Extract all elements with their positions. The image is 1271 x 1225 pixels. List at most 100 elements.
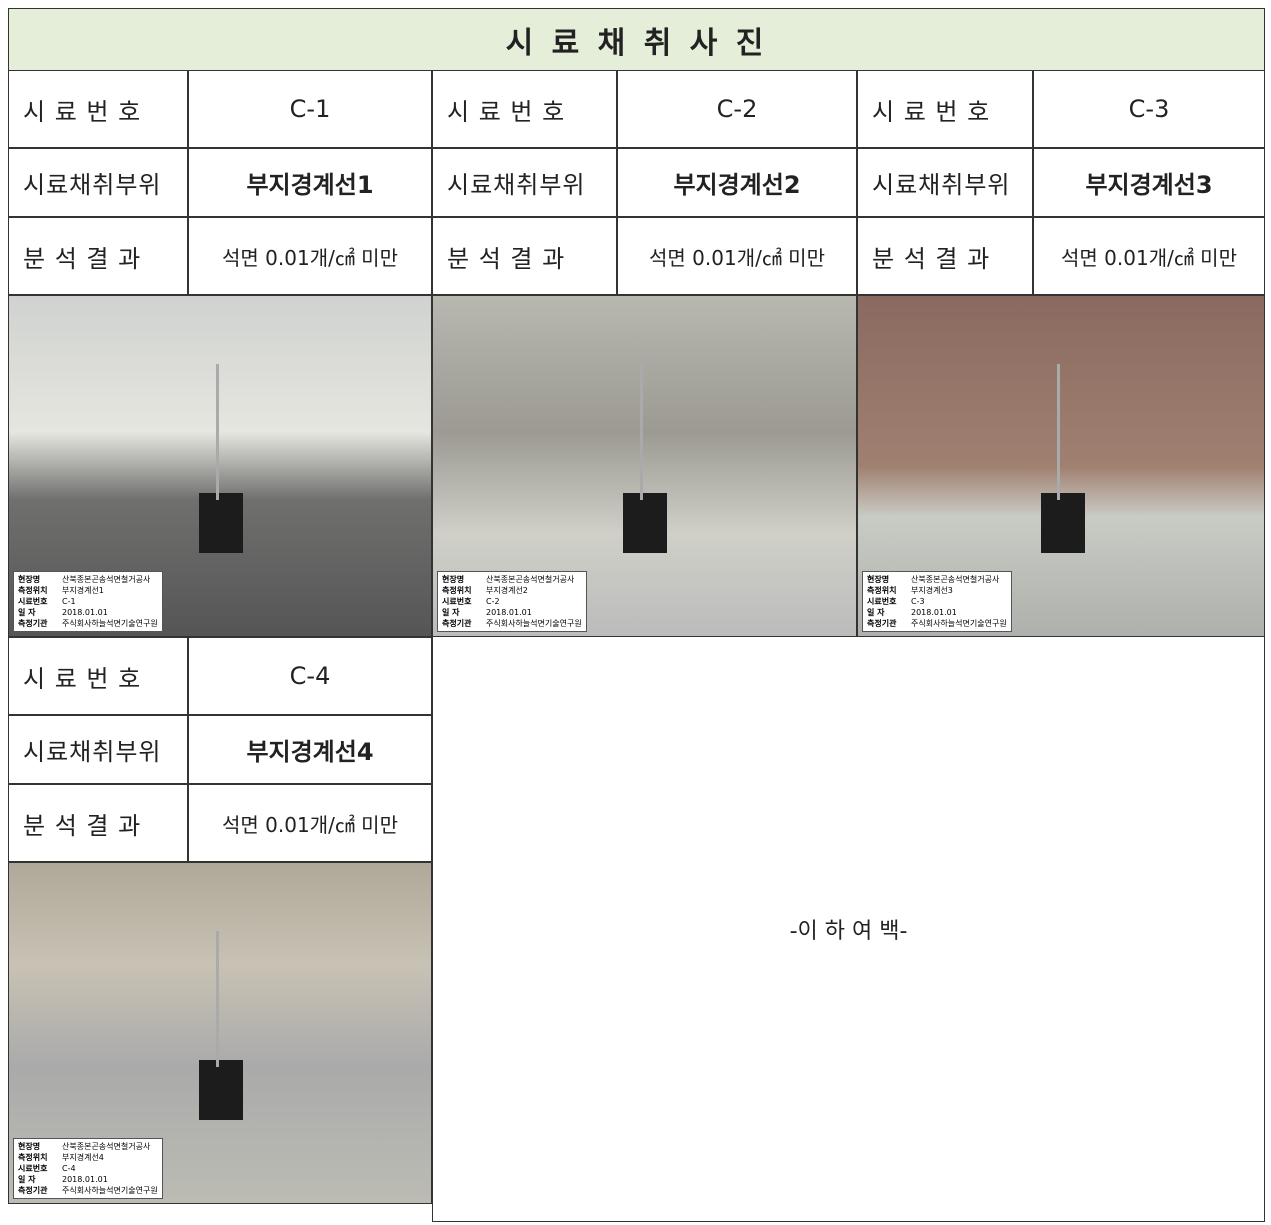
caption-value: 주식회사하늘석면기술연구원 <box>62 619 158 628</box>
field-label: 시료채취부위 <box>8 148 188 217</box>
caption-key: 시료번호 <box>18 597 48 606</box>
caption-key: 시료번호 <box>442 597 472 606</box>
caption-line: 시료번호 C-4 <box>18 1163 158 1174</box>
field-value: C-1 <box>188 70 432 148</box>
field-value: 석면 0.01개/㎠ 미만 <box>188 784 432 862</box>
caption-key: 일 자 <box>867 608 885 617</box>
sampler-device <box>623 493 668 554</box>
caption-line: 측정기관 주식회사하늘석면기술연구원 <box>18 618 158 629</box>
field-value: 부지경계선2 <box>617 148 857 217</box>
field-label: 시 료 번 호 <box>857 70 1033 148</box>
caption-line: 측정기관 주식회사하늘석면기술연구원 <box>18 1185 158 1196</box>
sampler-device <box>1040 493 1085 554</box>
blank-note: -이 하 여 백- <box>432 636 1265 1222</box>
caption-line: 일 자 2018.01.01 <box>18 1174 158 1185</box>
caption-value: 산북종본곤송석면철거공사 <box>911 575 1000 584</box>
caption-value: 부지경계선4 <box>62 1153 104 1162</box>
field-value: 부지경계선1 <box>188 148 432 217</box>
caption-value: 부지경계선2 <box>486 586 528 595</box>
field-label: 시료채취부위 <box>857 148 1033 217</box>
caption-key: 일 자 <box>442 608 460 617</box>
caption-key: 일 자 <box>18 1175 36 1184</box>
photo-caption: 현장명 산북종본곤송석면철거공사 측정위치 부지경계선3 시료번호 C-3 일 자 2018.… <box>862 571 1012 632</box>
caption-line: 현장명 산북종본곤송석면철거공사 <box>18 1141 158 1152</box>
caption-value: C-2 <box>486 597 500 606</box>
caption-key: 측정기관 <box>18 619 48 628</box>
photo-caption: 현장명 산북종본곤송석면철거공사 측정위치 부지경계선2 시료번호 C-2 일 자 2018.… <box>437 571 587 632</box>
caption-line: 시료번호 C-3 <box>867 596 1007 607</box>
caption-line: 일 자 2018.01.01 <box>18 607 158 618</box>
caption-key: 측정위치 <box>18 1153 48 1162</box>
caption-key: 측정위치 <box>867 586 897 595</box>
field-label: 분 석 결 과 <box>8 217 188 295</box>
sampler-device <box>198 493 243 554</box>
caption-key: 측정기관 <box>867 619 897 628</box>
title: 시 료 채 취 사 진 <box>8 8 1265 71</box>
caption-value: C-3 <box>911 597 925 606</box>
caption-value: 2018.01.01 <box>486 608 532 617</box>
caption-value: 2018.01.01 <box>62 608 108 617</box>
field-label: 분 석 결 과 <box>857 217 1033 295</box>
caption-key: 일 자 <box>18 608 36 617</box>
caption-key: 측정위치 <box>18 586 48 595</box>
field-label: 분 석 결 과 <box>8 784 188 862</box>
field-label: 시 료 번 호 <box>8 70 188 148</box>
caption-line: 시료번호 C-1 <box>18 596 158 607</box>
field-value: 부지경계선3 <box>1033 148 1265 217</box>
caption-value: 주식회사하늘석면기술연구원 <box>486 619 582 628</box>
caption-key: 측정기관 <box>18 1186 48 1195</box>
caption-line: 현장명 산북종본곤송석면철거공사 <box>442 574 582 585</box>
field-value: 석면 0.01개/㎠ 미만 <box>617 217 857 295</box>
caption-line: 현장명 산북종본곤송석면철거공사 <box>18 574 158 585</box>
field-value: C-3 <box>1033 70 1265 148</box>
caption-line: 측정위치 부지경계선4 <box>18 1152 158 1163</box>
caption-value: 2018.01.01 <box>62 1175 108 1184</box>
sampler-device <box>198 1060 243 1121</box>
caption-value: 부지경계선1 <box>62 586 104 595</box>
field-value: 석면 0.01개/㎠ 미만 <box>1033 217 1265 295</box>
caption-line: 측정위치 부지경계선1 <box>18 585 158 596</box>
caption-value: C-1 <box>62 597 76 606</box>
field-label: 분 석 결 과 <box>432 217 617 295</box>
caption-value: C-4 <box>62 1164 76 1173</box>
caption-value: 주식회사하늘석면기술연구원 <box>911 619 1007 628</box>
caption-line: 현장명 산북종본곤송석면철거공사 <box>867 574 1007 585</box>
sampler-pole <box>1056 364 1060 500</box>
caption-value: 산북종본곤송석면철거공사 <box>486 575 575 584</box>
sample-photo: 현장명 산북종본곤송석면철거공사 측정위치 부지경계선3 시료번호 C-3 일 자 2018.… <box>857 295 1265 637</box>
field-value: C-4 <box>188 637 432 715</box>
field-label: 시료채취부위 <box>432 148 617 217</box>
caption-key: 현장명 <box>18 575 41 584</box>
caption-line: 시료번호 C-2 <box>442 596 582 607</box>
sampler-pole <box>215 931 219 1067</box>
caption-line: 일 자 2018.01.01 <box>867 607 1007 618</box>
field-label: 시 료 번 호 <box>432 70 617 148</box>
caption-key: 현장명 <box>442 575 465 584</box>
sample-photo: 현장명 산북종본곤송석면철거공사 측정위치 부지경계선2 시료번호 C-2 일 자 2018.… <box>432 295 857 637</box>
caption-line: 측정위치 부지경계선3 <box>867 585 1007 596</box>
sampler-pole <box>640 364 644 500</box>
caption-line: 측정위치 부지경계선2 <box>442 585 582 596</box>
caption-key: 측정기관 <box>442 619 472 628</box>
caption-key: 시료번호 <box>867 597 897 606</box>
caption-value: 산북종본곤송석면철거공사 <box>62 1142 151 1151</box>
caption-key: 시료번호 <box>18 1164 48 1173</box>
sampler-pole <box>215 364 219 500</box>
field-value: 석면 0.01개/㎠ 미만 <box>188 217 432 295</box>
caption-key: 현장명 <box>18 1142 41 1151</box>
field-label: 시 료 번 호 <box>8 637 188 715</box>
field-label: 시료채취부위 <box>8 715 188 784</box>
caption-value: 주식회사하늘석면기술연구원 <box>62 1186 158 1195</box>
caption-value: 산북종본곤송석면철거공사 <box>62 575 151 584</box>
field-value: 부지경계선4 <box>188 715 432 784</box>
caption-value: 부지경계선3 <box>911 586 953 595</box>
caption-value: 2018.01.01 <box>911 608 957 617</box>
caption-line: 측정기관 주식회사하늘석면기술연구원 <box>867 618 1007 629</box>
caption-line: 측정기관 주식회사하늘석면기술연구원 <box>442 618 582 629</box>
caption-line: 일 자 2018.01.01 <box>442 607 582 618</box>
